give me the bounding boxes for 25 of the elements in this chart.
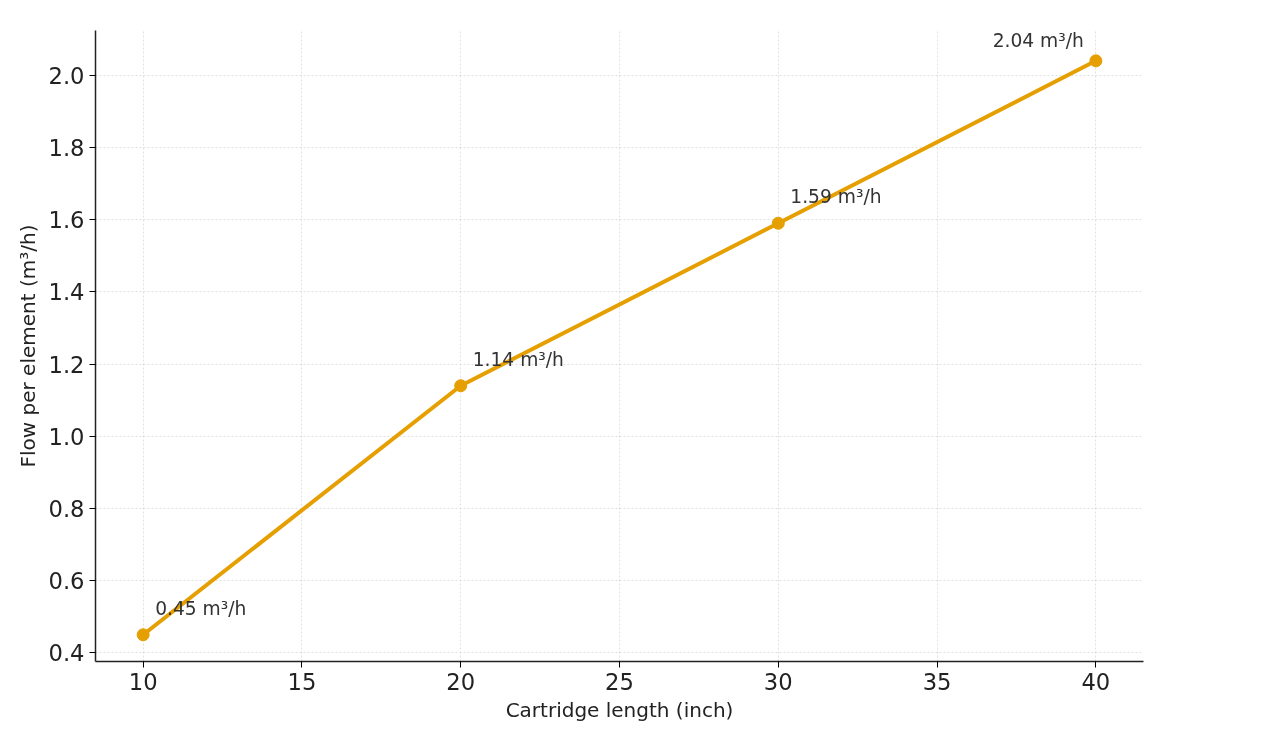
x-tick-label: 25 (605, 668, 634, 695)
y-axis-title: Flow per element (m³/h) (16, 224, 41, 468)
x-tick-label: 15 (287, 668, 317, 695)
y-tick-label: 1.0 (48, 423, 85, 450)
y-tick-label: 2.0 (48, 62, 85, 89)
data-label: 1.59 m³/h (790, 186, 882, 208)
x-tick-label: 35 (922, 668, 952, 695)
y-tick-label: 1.8 (48, 134, 85, 161)
data-label: 1.14 m³/h (472, 348, 564, 370)
x-tick-label: 40 (1081, 668, 1111, 695)
y-tick-label: 1.2 (48, 351, 85, 378)
point (136, 628, 150, 642)
data-label: 2.04 m³/h (992, 29, 1084, 51)
point (1089, 54, 1103, 68)
y-tick-label: 1.4 (48, 279, 85, 306)
point (454, 379, 468, 393)
x-axis-title: Cartridge length (inch) (505, 697, 734, 722)
x-tick-label: 10 (128, 668, 158, 695)
x-tick-label: 30 (763, 668, 793, 695)
point (771, 216, 785, 230)
y-tick-label: 0.8 (48, 495, 85, 522)
y-tick-label: 1.6 (48, 207, 85, 234)
x-tick-label: 20 (446, 668, 476, 695)
y-tick-label: 0.6 (48, 568, 85, 595)
y-tick-label: 0.4 (48, 640, 85, 667)
